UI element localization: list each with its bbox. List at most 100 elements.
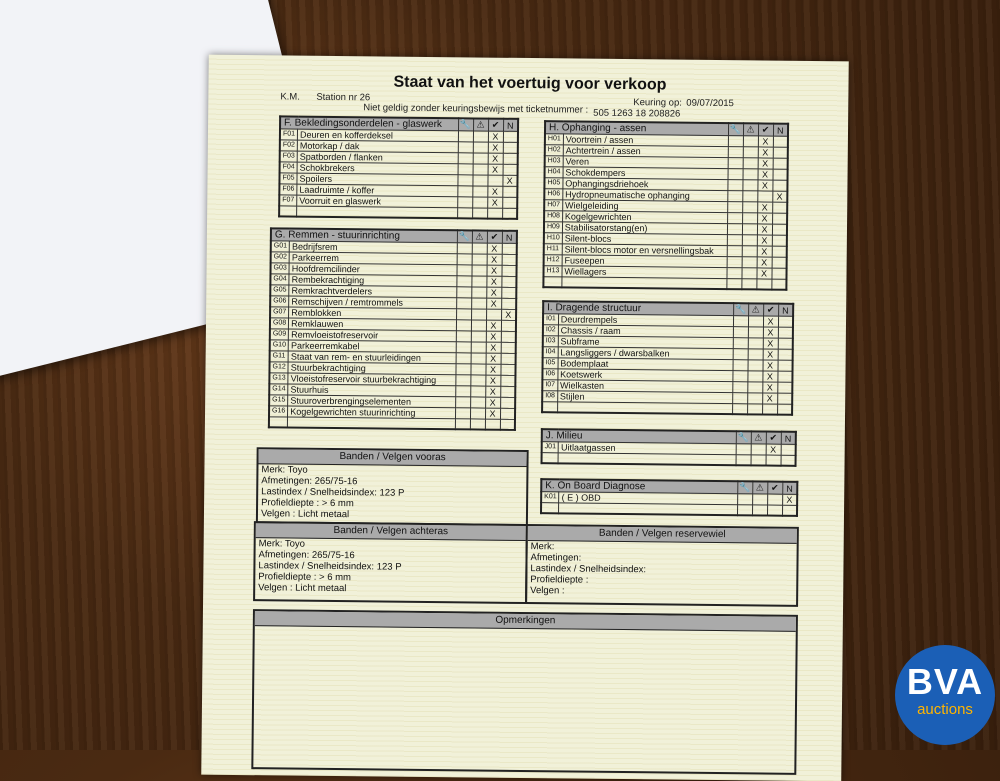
check-cell: X — [756, 234, 772, 247]
item-code: F05 — [279, 172, 298, 185]
wrench-icon: 🔧 — [737, 481, 753, 494]
check-cell — [727, 190, 743, 202]
check-cell: X — [486, 276, 502, 288]
item-code: G15 — [269, 394, 288, 407]
check-cell: X — [502, 175, 518, 187]
check-cell — [500, 397, 516, 409]
check-cell — [472, 130, 489, 143]
item-code: H08 — [544, 210, 563, 222]
item-code: G13 — [269, 372, 289, 385]
check-cell — [732, 381, 748, 393]
check-cell: X — [485, 375, 501, 387]
check-cell — [742, 179, 758, 191]
check-cell — [471, 242, 487, 255]
item-code: H03 — [544, 155, 564, 167]
column-n: N — [778, 303, 794, 317]
car-ok-icon: ✔ — [767, 481, 783, 495]
item-code: I04 — [542, 346, 558, 358]
column-n: N — [503, 118, 519, 132]
tyres-rear: Banden / Velgen achteras Merk: Toyo Afme… — [253, 521, 528, 605]
check-cell — [772, 202, 788, 214]
check-cell: X — [487, 142, 503, 154]
item-code: H10 — [543, 232, 563, 244]
remarks-title: Opmerkingen — [254, 611, 796, 632]
check-cell: X — [501, 309, 517, 321]
check-cell — [471, 308, 487, 321]
tyres-spare: Banden / Velgen reservewiel Merk: Afmeti… — [525, 524, 799, 607]
check-cell — [777, 371, 793, 383]
section-title: F. Bekledingsonderdelen - glaswerk — [280, 116, 459, 131]
wrench-icon: 🔧 — [727, 123, 744, 136]
check-cell: X — [762, 337, 778, 350]
check-cell — [500, 375, 516, 387]
logo-text: BVA — [906, 661, 984, 702]
check-cell — [777, 382, 793, 394]
check-cell — [747, 315, 764, 327]
check-cell — [771, 257, 787, 269]
check-cell — [456, 286, 472, 298]
check-cell: X — [762, 315, 779, 328]
column-n: N — [782, 481, 798, 495]
check-cell: X — [756, 223, 773, 236]
check-cell — [771, 246, 787, 258]
check-cell — [472, 174, 488, 187]
check-cell — [471, 297, 487, 310]
check-cell — [732, 392, 748, 404]
check-cell — [741, 223, 758, 235]
check-cell — [727, 179, 743, 191]
check-cell — [732, 337, 748, 349]
check-cell — [742, 201, 758, 213]
check-cell — [747, 326, 763, 338]
check-cell — [470, 352, 486, 365]
item-code: G05 — [270, 284, 290, 297]
check-cell — [777, 349, 793, 361]
check-cell: X — [487, 153, 503, 165]
column-n: N — [780, 431, 796, 445]
wrench-icon: 🔧 — [735, 431, 751, 444]
check-cell — [471, 264, 487, 277]
check-cell — [456, 253, 472, 265]
item-code: F02 — [279, 139, 298, 152]
check-cell: X — [757, 135, 773, 148]
warning-icon: ⚠ — [471, 230, 487, 244]
warning-icon: ⚠ — [742, 123, 759, 136]
check-cell — [500, 342, 516, 354]
check-cell — [772, 158, 788, 170]
section-J-table: J. Milieu 🔧 ⚠ ✔ N J01 Uitlaatgassen X — [540, 428, 797, 467]
check-cell — [456, 308, 472, 320]
check-cell: X — [486, 287, 502, 299]
check-cell — [771, 268, 787, 280]
item-code: G08 — [269, 317, 289, 330]
item-code: I05 — [542, 357, 558, 369]
check-cell — [726, 245, 742, 257]
check-cell — [501, 254, 517, 266]
check-cell: X — [486, 298, 502, 310]
check-cell — [767, 494, 783, 506]
item-code: G12 — [269, 361, 289, 374]
item-code: F01 — [279, 128, 298, 141]
check-cell — [499, 408, 516, 420]
column-n: N — [772, 123, 789, 137]
item-code: G09 — [269, 328, 289, 341]
logo-subtext: auctions — [917, 701, 973, 718]
check-cell: X — [485, 386, 501, 398]
empty-row — [542, 401, 793, 415]
item-code: F06 — [279, 183, 297, 196]
check-cell: X — [756, 245, 772, 258]
check-cell: X — [485, 364, 501, 376]
item-code: H13 — [543, 265, 562, 277]
check-cell — [727, 212, 743, 224]
warning-icon: ⚠ — [748, 303, 764, 316]
item-code: G02 — [270, 251, 290, 264]
check-cell — [500, 331, 516, 343]
check-cell: X — [485, 320, 502, 332]
check-cell — [772, 136, 788, 148]
check-cell — [727, 157, 743, 169]
check-cell — [469, 407, 486, 420]
check-cell — [456, 264, 472, 276]
check-cell — [727, 146, 743, 158]
item-code: H01 — [544, 133, 564, 145]
check-cell — [726, 223, 743, 235]
check-cell — [472, 152, 488, 165]
wrench-icon: 🔧 — [458, 118, 474, 131]
